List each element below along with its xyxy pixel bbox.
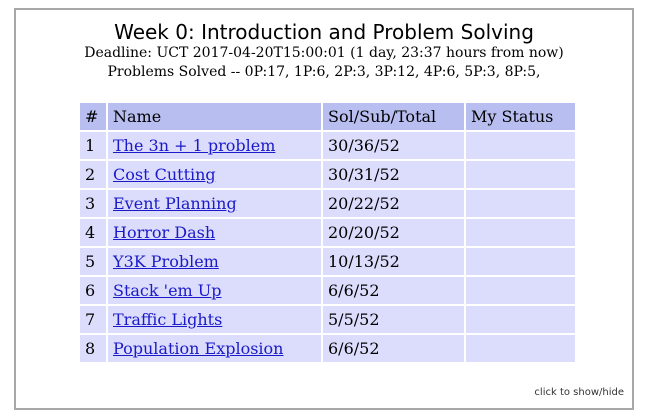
table-header-row: # Name Sol/Sub/Total My Status	[80, 103, 575, 130]
show-hide-toggle[interactable]: click to show/hide	[534, 387, 624, 398]
problem-link[interactable]: The 3n + 1 problem	[113, 136, 276, 155]
table-row: 6 Stack 'em Up 6/6/52	[80, 277, 575, 304]
problem-name-cell: Traffic Lights	[108, 306, 321, 333]
problem-number: 2	[80, 161, 106, 188]
problem-link[interactable]: Traffic Lights	[113, 310, 223, 329]
problem-name-cell: Y3K Problem	[108, 248, 321, 275]
problem-link[interactable]: Y3K Problem	[113, 252, 219, 271]
problem-link[interactable]: Population Explosion	[113, 339, 284, 358]
problem-name-cell: The 3n + 1 problem	[108, 132, 321, 159]
my-status	[466, 219, 575, 246]
problem-number: 5	[80, 248, 106, 275]
column-header-sol-sub-total: Sol/Sub/Total	[323, 103, 464, 130]
table-row: 2 Cost Cutting 30/31/52	[80, 161, 575, 188]
problem-stats: 10/13/52	[323, 248, 464, 275]
problem-link[interactable]: Event Planning	[113, 194, 237, 213]
problem-number: 8	[80, 335, 106, 362]
my-status	[466, 190, 575, 217]
problem-name-cell: Population Explosion	[108, 335, 321, 362]
problem-stats: 20/20/52	[323, 219, 464, 246]
problem-number: 1	[80, 132, 106, 159]
my-status	[466, 161, 575, 188]
problem-link[interactable]: Cost Cutting	[113, 165, 216, 184]
problems-table: # Name Sol/Sub/Total My Status 1 The 3n …	[78, 101, 577, 364]
problem-stats: 30/36/52	[323, 132, 464, 159]
table-row: 8 Population Explosion 6/6/52	[80, 335, 575, 362]
table-row: 5 Y3K Problem 10/13/52	[80, 248, 575, 275]
problem-number: 7	[80, 306, 106, 333]
problem-link[interactable]: Horror Dash	[113, 223, 216, 242]
contest-week-panel: Week 0: Introduction and Problem Solving…	[14, 8, 634, 410]
problem-stats: 20/22/52	[323, 190, 464, 217]
problem-number: 3	[80, 190, 106, 217]
problems-solved-summary: Problems Solved -- 0P:17, 1P:6, 2P:3, 3P…	[107, 64, 541, 80]
problem-stats: 6/6/52	[323, 335, 464, 362]
deadline-text: Deadline: UCT 2017-04-20T15:00:01 (1 day…	[84, 45, 564, 61]
my-status	[466, 132, 575, 159]
my-status	[466, 306, 575, 333]
column-header-name: Name	[108, 103, 321, 130]
table-row: 4 Horror Dash 20/20/52	[80, 219, 575, 246]
problem-link[interactable]: Stack 'em Up	[113, 281, 222, 300]
problem-name-cell: Stack 'em Up	[108, 277, 321, 304]
problem-stats: 30/31/52	[323, 161, 464, 188]
my-status	[466, 248, 575, 275]
problem-name-cell: Event Planning	[108, 190, 321, 217]
problem-stats: 6/6/52	[323, 277, 464, 304]
table-row: 7 Traffic Lights 5/5/52	[80, 306, 575, 333]
problem-number: 6	[80, 277, 106, 304]
problem-name-cell: Cost Cutting	[108, 161, 321, 188]
column-header-number: #	[80, 103, 106, 130]
my-status	[466, 335, 575, 362]
table-row: 1 The 3n + 1 problem 30/36/52	[80, 132, 575, 159]
problem-name-cell: Horror Dash	[108, 219, 321, 246]
problem-number: 4	[80, 219, 106, 246]
table-row: 3 Event Planning 20/22/52	[80, 190, 575, 217]
page-title: Week 0: Introduction and Problem Solving	[114, 20, 534, 44]
column-header-my-status: My Status	[466, 103, 575, 130]
problem-stats: 5/5/52	[323, 306, 464, 333]
my-status	[466, 277, 575, 304]
